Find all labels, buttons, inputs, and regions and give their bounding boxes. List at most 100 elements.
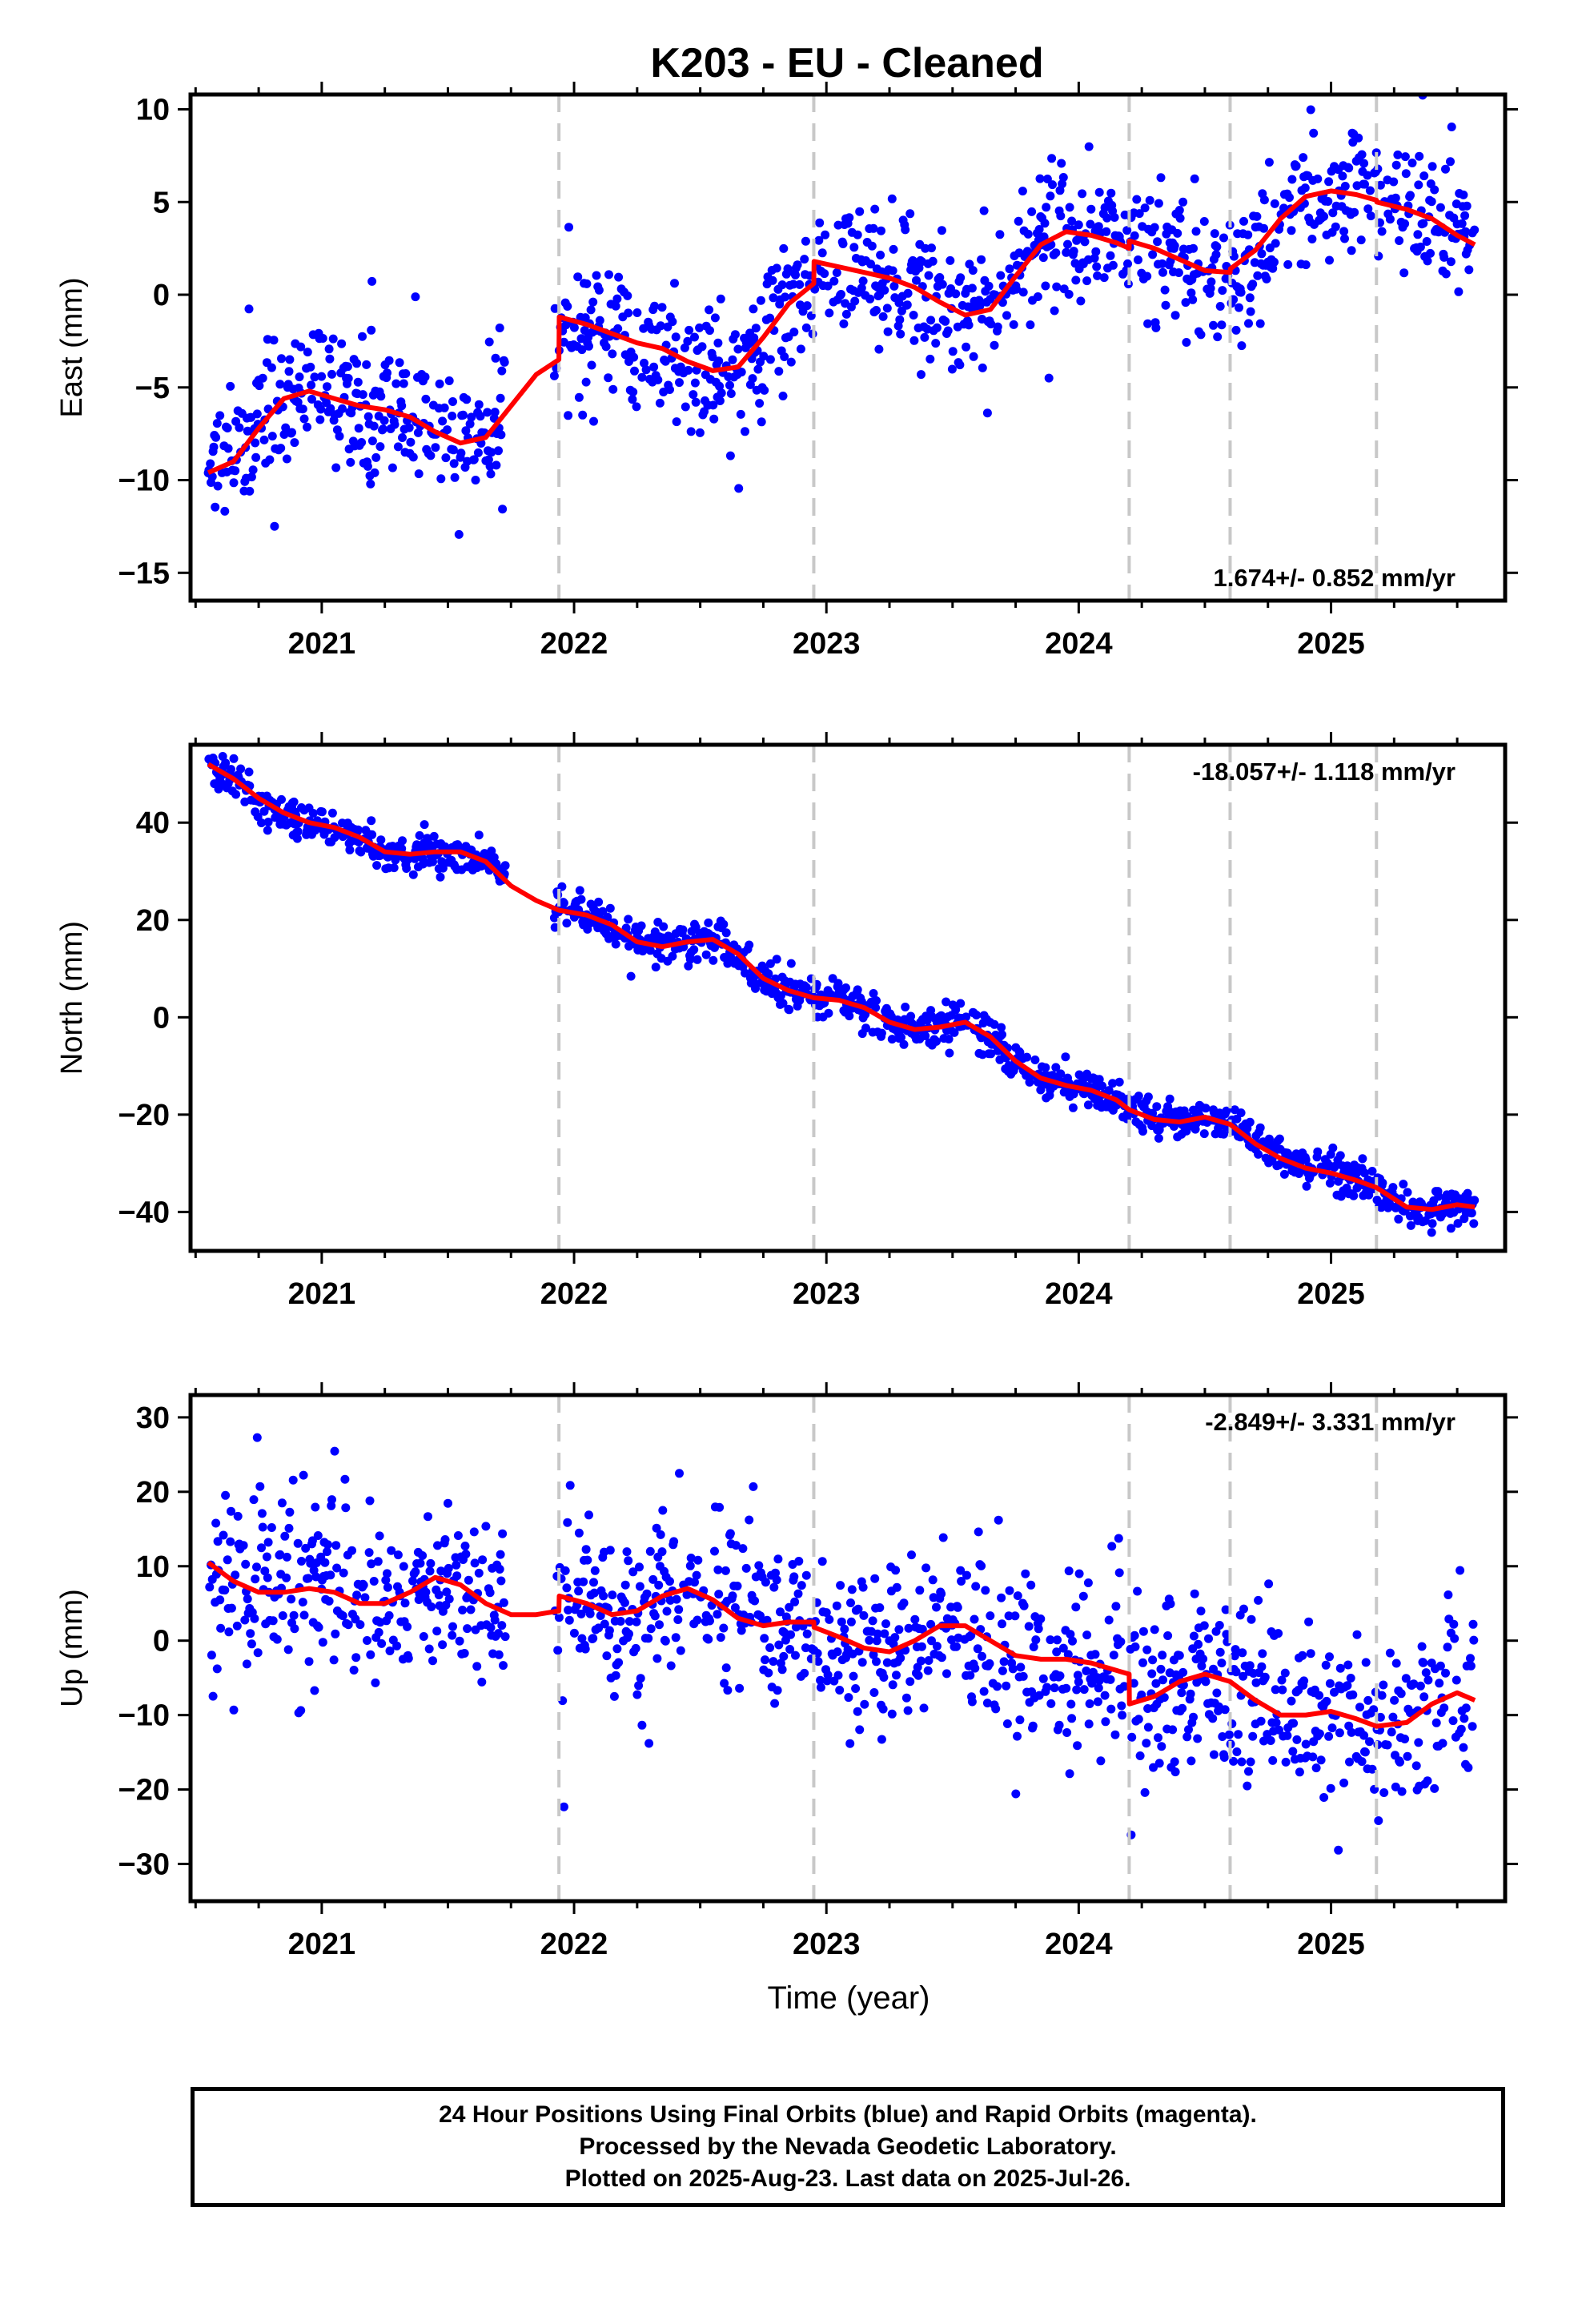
data-point [845, 1011, 854, 1021]
data-point [853, 1604, 863, 1614]
data-point [721, 928, 731, 938]
data-point [1377, 1691, 1387, 1700]
data-point [497, 1621, 507, 1630]
data-point [323, 382, 331, 392]
data-point [375, 1531, 384, 1541]
data-point [1056, 211, 1066, 221]
data-point [672, 1594, 681, 1604]
data-point [847, 1585, 857, 1594]
data-point [1041, 1063, 1050, 1072]
y-tick-label: 0 [153, 1001, 170, 1035]
data-point [1065, 1769, 1074, 1779]
data-point [1052, 282, 1062, 292]
data-point [823, 1671, 833, 1679]
data-point [362, 360, 371, 369]
data-point [460, 1649, 469, 1658]
x-tick-label: 2025 [1297, 627, 1365, 661]
data-point [346, 457, 355, 467]
data-point [669, 1537, 679, 1546]
data-point [673, 1615, 683, 1624]
data-point [411, 292, 420, 302]
data-point [1304, 1617, 1314, 1626]
data-point [580, 326, 589, 335]
data-point [588, 297, 598, 307]
plot-frame [188, 742, 1508, 1253]
data-point [1349, 1191, 1359, 1200]
data-point [1426, 248, 1435, 258]
data-point [434, 1590, 444, 1600]
data-point [851, 1684, 861, 1693]
data-point [1140, 203, 1150, 213]
data-point [576, 895, 586, 904]
model-line-east [207, 188, 1476, 476]
data-point [1247, 1614, 1256, 1624]
data-point [356, 847, 366, 857]
data-point [1174, 1651, 1184, 1660]
data-point [1385, 215, 1395, 224]
data-point [220, 506, 230, 516]
data-point [402, 864, 412, 873]
data-point [850, 296, 860, 306]
data-point [1094, 187, 1104, 197]
data-point [565, 1481, 575, 1490]
data-point [426, 1558, 436, 1568]
data-point [628, 388, 638, 396]
data-point [310, 1686, 319, 1695]
data-point [917, 1642, 926, 1651]
data-point [1111, 1602, 1121, 1611]
x-tick-label: 2024 [1045, 1928, 1113, 1961]
data-point [870, 1574, 880, 1583]
data-point [283, 1645, 293, 1655]
panel-north: 2021 2022 2023 2024 2025 −40 −20 0 20 40 North (mm… [55, 732, 1518, 1311]
data-point [1430, 1783, 1439, 1793]
data-point [213, 1537, 223, 1546]
data-point [1266, 1736, 1275, 1745]
data-point [284, 1523, 294, 1533]
data-point [270, 521, 279, 531]
data-point [341, 1503, 351, 1513]
data-point [837, 290, 845, 299]
data-point [280, 1531, 290, 1541]
data-point [820, 269, 829, 279]
y-axis-label: North (mm) [55, 921, 89, 1075]
data-point [801, 236, 810, 246]
y-tick-label: 10 [136, 94, 170, 127]
data-point [226, 381, 235, 391]
data-point [1256, 1716, 1266, 1726]
data-point [1460, 1714, 1469, 1723]
data-point [955, 360, 965, 370]
data-point [1018, 1671, 1028, 1681]
data-point [719, 919, 729, 929]
data-point [1100, 1691, 1110, 1700]
data-point [636, 1674, 645, 1683]
data-point [584, 1510, 593, 1520]
data-point [604, 1626, 614, 1635]
data-point [223, 444, 233, 453]
data-point [1118, 1711, 1127, 1720]
data-point [561, 320, 571, 330]
data-point [956, 999, 966, 1008]
data-point [714, 1590, 724, 1599]
data-point [1298, 1651, 1307, 1660]
data-point [275, 380, 285, 389]
data-point [705, 326, 714, 336]
data-point [1270, 199, 1279, 208]
data-point [951, 289, 961, 299]
data-point [1040, 219, 1050, 228]
data-point [926, 1619, 936, 1629]
data-point [265, 455, 275, 464]
data-point [878, 1704, 888, 1714]
data-point [550, 923, 560, 932]
data-point [231, 790, 241, 799]
data-point [432, 1626, 442, 1636]
data-point [1138, 1658, 1147, 1667]
data-point [737, 1626, 746, 1635]
data-point [1150, 1625, 1159, 1634]
data-point [1152, 1102, 1162, 1112]
data-point [1016, 1663, 1026, 1672]
data-point [328, 334, 338, 344]
data-point [292, 834, 302, 843]
data-point [870, 204, 880, 214]
data-point [909, 336, 919, 345]
data-point [461, 1550, 471, 1559]
